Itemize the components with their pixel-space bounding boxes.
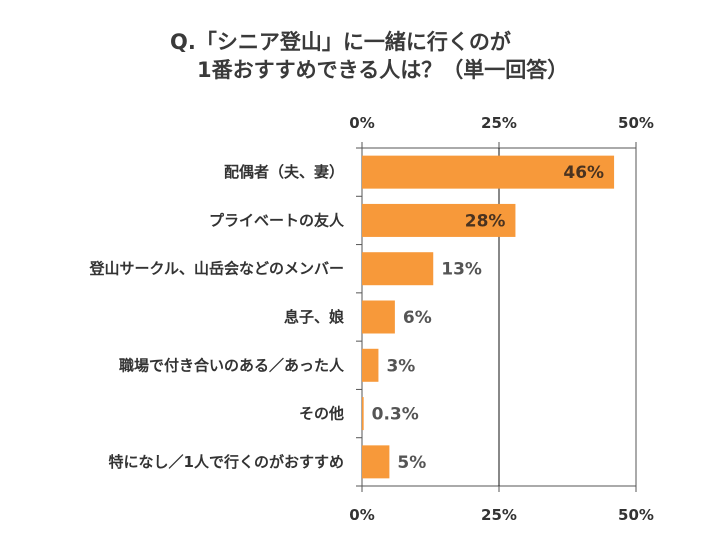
x-tick-label-bottom: 0% xyxy=(349,506,374,524)
data-label: 13% xyxy=(441,260,482,280)
bar xyxy=(362,397,364,431)
data-label: 28% xyxy=(465,211,506,231)
category-label: 職場で付き合いのある／あった人 xyxy=(119,356,345,374)
category-label: 特になし／1人で行くのがおすすめ xyxy=(109,453,344,471)
data-label: 6% xyxy=(403,308,432,328)
bar xyxy=(362,445,390,479)
category-label: 配偶者（夫、妻） xyxy=(224,163,344,181)
bar xyxy=(362,252,434,286)
category-label: 登山サークル、山岳会などのメンバー xyxy=(88,260,344,278)
x-tick-label-top: 50% xyxy=(618,114,654,132)
bar xyxy=(362,203,516,237)
data-label: 46% xyxy=(563,163,604,183)
x-tick-label-top: 25% xyxy=(481,114,517,132)
x-tick-label-top: 0% xyxy=(349,114,374,132)
bar xyxy=(362,348,379,382)
bar xyxy=(362,155,615,189)
data-label: 0.3% xyxy=(372,405,419,425)
category-label: 息子、娘 xyxy=(284,308,345,326)
x-tick-label-bottom: 50% xyxy=(618,506,654,524)
chart-title-line-2: 1番おすすめできる人は？（単一回答） xyxy=(197,58,569,82)
data-label: 3% xyxy=(386,356,415,376)
bar xyxy=(362,300,395,334)
x-tick-label-bottom: 25% xyxy=(481,506,517,524)
chart-title-line-1: Q.「シニア登山」に一緒に行くのが xyxy=(170,30,511,54)
category-label: プライベートの友人 xyxy=(209,211,345,229)
data-label: 5% xyxy=(397,453,426,473)
category-label: その他 xyxy=(299,405,344,423)
